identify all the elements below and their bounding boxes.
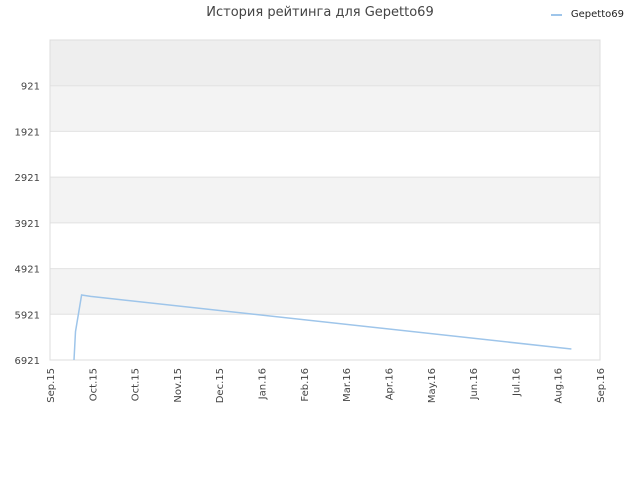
x-tick-label: Apr.16 — [384, 368, 395, 400]
x-tick-label: Aug.16 — [554, 368, 565, 403]
background-band — [50, 222, 600, 269]
plot-border — [49, 39, 601, 361]
x-tick-label: Oct.15 — [88, 368, 99, 401]
y-tick-label: 2921 — [15, 173, 40, 184]
x-tick-label: Nov.15 — [173, 368, 184, 403]
x-tick-label: Jul.16 — [511, 368, 522, 397]
x-tick-label: May.16 — [427, 368, 438, 403]
background-band — [50, 85, 600, 132]
background-band — [50, 40, 600, 86]
legend-label: Gepetto69 — [570, 9, 624, 20]
background-band — [50, 131, 600, 178]
x-tick-label: Mar.16 — [342, 368, 353, 402]
y-tick-label: 4921 — [15, 265, 40, 276]
x-tick-label: Oct.15 — [131, 368, 142, 401]
y-tick-label: 6921 — [15, 356, 40, 367]
x-tick-label: Sep.15 — [46, 368, 57, 403]
chart-title: История рейтинга для Gepetto69 — [206, 5, 434, 20]
x-tick-label: Sep.16 — [596, 368, 607, 403]
legend: Gepetto69 — [550, 9, 624, 20]
background-band — [50, 314, 600, 360]
x-tick-label: Feb.16 — [300, 368, 311, 402]
x-tick-label: Jan.16 — [258, 368, 269, 400]
y-tick-label: 921 — [21, 82, 40, 93]
series-line — [73, 294, 572, 361]
x-tick-label: Dec.15 — [215, 368, 226, 403]
background-band — [50, 268, 600, 315]
y-tick-label: 1921 — [15, 127, 40, 138]
y-tick-label: 5921 — [15, 310, 40, 321]
legend-swatch — [550, 13, 562, 16]
y-tick-label: 3921 — [15, 219, 40, 230]
x-tick-label: Jun.16 — [469, 368, 480, 401]
background-band — [50, 177, 600, 223]
